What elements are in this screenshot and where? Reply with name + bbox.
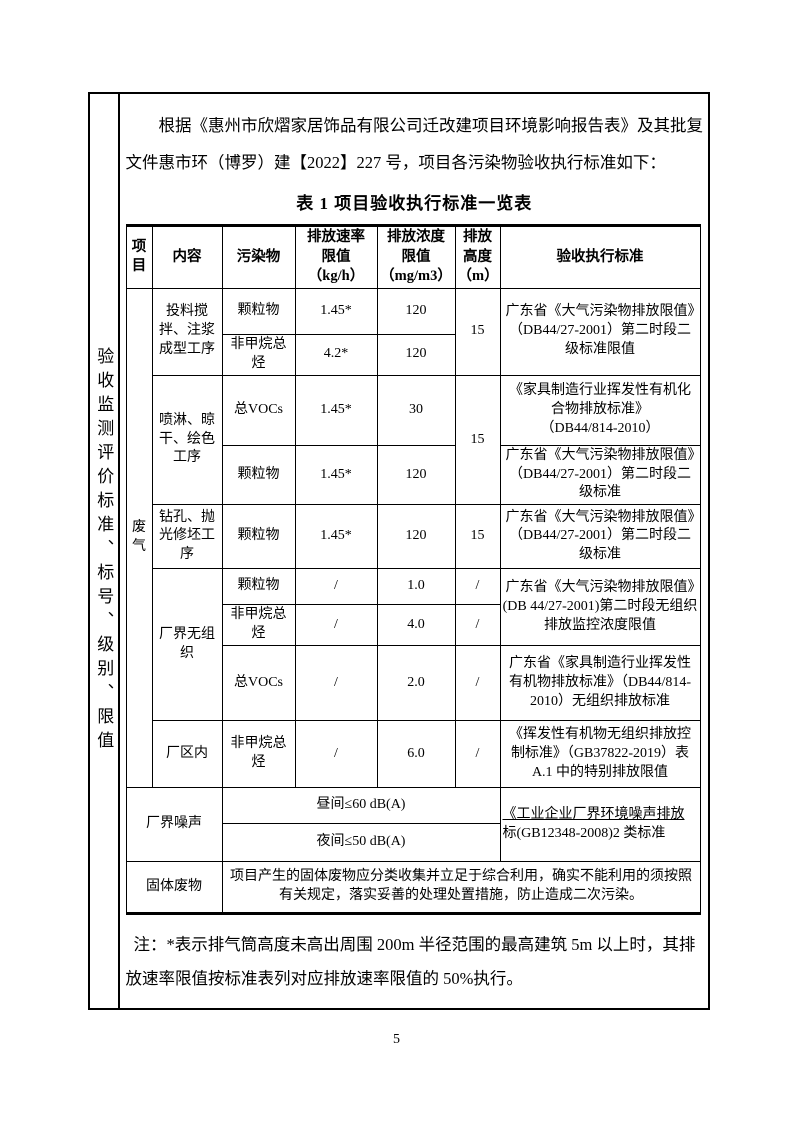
header-pollutant: 污染物 — [221, 225, 296, 289]
cell-rate: 1.45* — [294, 504, 378, 570]
table-row: 颗粒物 1.45* 120 广东省《大气污染物排放限值》（DB44/27-200… — [126, 444, 701, 506]
cell-rate: 1.45* — [294, 287, 378, 335]
table-row: 非甲烷总烃 4.2* 120 — [126, 333, 700, 376]
cell-pollutant: 颗粒物 — [221, 504, 296, 570]
header-concentration-limit: 排放浓度 限值 （mg/m3） — [376, 225, 456, 289]
cell-pollutant: 总VOCs — [221, 374, 296, 446]
table-row: 废气 投料搅拌、注浆成型工序 颗粒物 1.45* 120 15 广东省《大气污染… — [125, 287, 701, 789]
cell-height: / — [454, 645, 501, 722]
cell-project-waste-gas: 废气 — [125, 287, 153, 789]
cell-standard: 《家具制造行业挥发性有机化合物排放标准》 （DB44/814-2010） — [499, 374, 701, 446]
cell-standard: 广东省《大气污染物排放限值》(DB 44/27-2001)第二时段无组织排放监控… — [499, 568, 701, 647]
cell-concentration: 2.0 — [376, 645, 456, 722]
cell-concentration: 120 — [376, 504, 456, 570]
cell-standard: 《挥发性有机物无组织排放控制标准》（GB37822-2019）表 A.1 中的特… — [499, 720, 701, 789]
noise-standard-rest: 标(GB12348-2008)2 类标准 — [502, 825, 666, 841]
cell-rate: 1.45* — [294, 444, 378, 506]
cell-height: 15 — [454, 287, 501, 376]
cell-pollutant: 非甲烷总烃 — [221, 604, 296, 647]
cell-process-in-plant: 厂区内 — [151, 720, 223, 789]
cell-rate: / — [294, 604, 378, 647]
cell-concentration: 120 — [376, 333, 456, 376]
header-rate-limit: 排放速率 限值 （kg/h） — [294, 225, 378, 289]
cell-height: 15 — [454, 374, 501, 506]
cell-rate: 1.45* — [294, 374, 378, 446]
cell-concentration: 6.0 — [376, 720, 456, 789]
cell-rate: / — [294, 645, 378, 722]
cell-solid-waste-requirement: 项目产生的固体废物应分类收集并立足于综合利用，确实不能利用的须按照有关规定，落实… — [221, 861, 701, 915]
cell-concentration: 120 — [376, 444, 456, 506]
table-row: 厂界噪声 昼间≤60 dB(A) 《工业企业厂界环境噪声排放标(GB12348-… — [125, 787, 701, 863]
header-project: 项 目 — [125, 225, 153, 289]
table-header-row: 项 目 内容 污染物 排放速率 限值 （kg/h） 排放浓度 限值 （mg/m3… — [125, 225, 701, 289]
table-row: 夜间≤50 dB(A) — [126, 823, 700, 863]
cell-solid-waste-label: 固体废物 — [125, 861, 223, 915]
content-area: 根据《惠州市欣熠家居饰品有限公司迁改建项目环境影响报告表》及其批复 文件惠市环（… — [120, 94, 709, 1008]
cell-noise-day-limit: 昼间≤60 dB(A) — [221, 787, 501, 825]
cell-pollutant: 非甲烷总烃 — [221, 333, 296, 376]
header-acceptance-standard: 验收执行标准 — [499, 225, 701, 289]
row-header-sidebar: 验收监测评价标准、标号、级别、限值 — [90, 94, 120, 1008]
cell-standard: 广东省《大气污染物排放限值》（DB44/27-2001）第二时段二级标准限值 — [499, 287, 701, 376]
cell-process-spray: 喷淋、晾干、绘色工序 — [151, 374, 223, 506]
cell-rate: / — [294, 720, 378, 789]
cell-rate: 4.2* — [294, 333, 378, 376]
cell-height: / — [454, 720, 501, 789]
cell-concentration: 1.0 — [376, 568, 456, 606]
sidebar-vertical-label: 验收监测评价标准、标号、级别、限值 — [94, 347, 114, 755]
cell-height: 15 — [454, 504, 501, 570]
cell-concentration: 4.0 — [376, 604, 456, 647]
table-row: 喷淋、晾干、绘色工序 总VOCs 1.45* 30 15 《家具制造行业挥发性有… — [126, 374, 701, 506]
cell-height: / — [454, 568, 501, 606]
noise-standard-underlined-part: 《工业企业厂界环境噪声排放 — [502, 806, 685, 822]
table-row: 厂区内 非甲烷总烃 / 6.0 / 《挥发性有机物无组织排放控制标准》（GB37… — [126, 720, 701, 789]
table-row: 总VOCs / 2.0 / 广东省《家具制造行业挥发性有机物排放标准》（DB44… — [126, 645, 701, 722]
cell-pollutant: 总VOCs — [221, 645, 296, 722]
cell-rate: / — [294, 568, 378, 606]
cell-standard: 广东省《家具制造行业挥发性有机物排放标准》（DB44/814-2010）无组织排… — [499, 645, 701, 722]
intro-paragraph-line1: 根据《惠州市欣熠家居饰品有限公司迁改建项目环境影响报告表》及其批复 — [158, 116, 704, 135]
table-row: 钻孔、抛光修坯工序 颗粒物 1.45* 120 15 广东省《大气污染物排放限值… — [126, 504, 701, 570]
cell-noise-standard: 《工业企业厂界环境噪声排放标(GB12348-2008)2 类标准 — [499, 787, 701, 863]
cell-standard: 广东省《大气污染物排放限值》（DB44/27-2001）第二时段二级标准 — [499, 444, 701, 506]
cell-process-drilling: 钻孔、抛光修坯工序 — [151, 504, 223, 570]
table-row: 固体废物 项目产生的固体废物应分类收集并立足于综合利用，确实不能利用的须按照有关… — [125, 861, 701, 915]
page-number: 5 — [393, 1032, 400, 1047]
table-row: 厂界无组织 颗粒物 / 1.0 / 广东省《大气污染物排放限值》(DB 44/2… — [126, 568, 701, 722]
cell-pollutant: 颗粒物 — [221, 287, 296, 335]
document-frame: 验收监测评价标准、标号、级别、限值 根据《惠州市欣熠家居饰品有限公司迁改建项目环… — [88, 92, 710, 1010]
cell-pollutant: 颗粒物 — [221, 444, 296, 506]
footnote: 注：*表示排气筒高度未高出周围 200m 半径范围的最高建筑 5m 以上时，其排… — [125, 935, 696, 989]
table-title: 表 1 项目验收执行标准一览表 — [296, 194, 533, 213]
cell-standard: 广东省《大气污染物排放限值》（DB44/27-2001）第二时段二级标准 — [499, 504, 701, 570]
intro-paragraph-line2: 文件惠市环（博罗）建【2022】227 号，项目各污染物验收执行标准如下： — [125, 153, 666, 172]
cell-height: / — [454, 604, 501, 647]
standards-table: 项 目 内容 污染物 排放速率 限值 （kg/h） 排放浓度 限值 （mg/m3… — [125, 224, 701, 916]
cell-boundary-noise-label: 厂界噪声 — [125, 787, 223, 863]
header-stack-height: 排放 高度 （m） — [454, 225, 501, 289]
cell-concentration: 120 — [376, 287, 456, 335]
cell-noise-night-limit: 夜间≤50 dB(A) — [221, 823, 501, 863]
header-content: 内容 — [151, 225, 223, 289]
cell-concentration: 30 — [376, 374, 456, 446]
cell-pollutant: 颗粒物 — [221, 568, 296, 606]
cell-process-mixing: 投料搅拌、注浆成型工序 — [151, 287, 223, 376]
cell-process-boundary-fugitive: 厂界无组织 — [151, 568, 223, 722]
cell-pollutant: 非甲烷总烃 — [221, 720, 296, 789]
